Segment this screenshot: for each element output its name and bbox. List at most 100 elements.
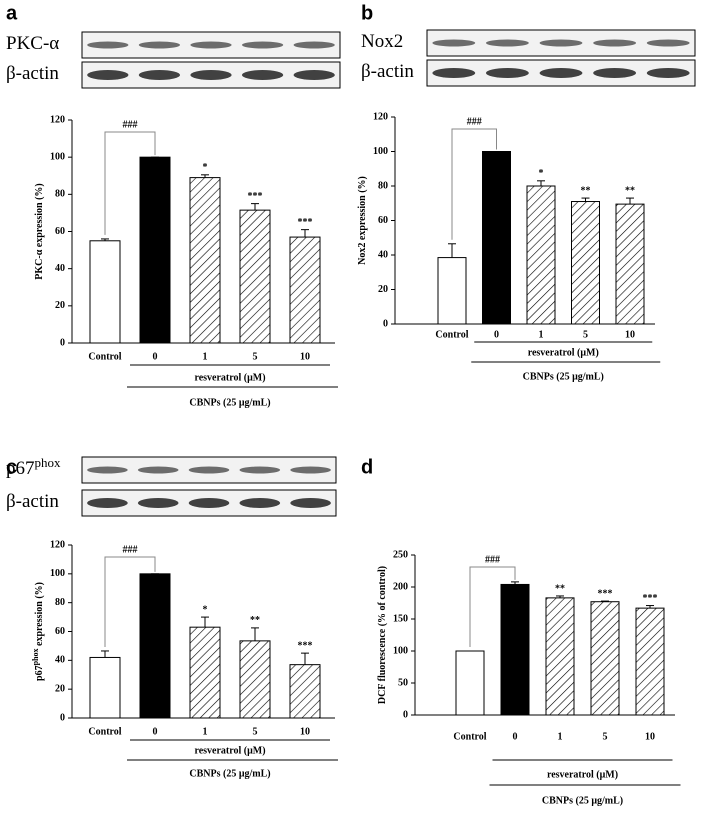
blot-label-text: PKC-α [6,33,59,54]
x-tick-label: 1 [558,731,563,742]
significance-label: *** [298,640,313,651]
y-axis-label: PKC-α expression (%) [34,183,45,280]
panel-letter: a [6,2,18,24]
y-tick-label: 100 [393,645,408,656]
y-tick-label: 120 [50,539,65,550]
bracket [451,128,497,240]
y-tick-label: 150 [393,613,408,624]
significance-label: * [539,168,544,179]
bracket-label: ### [123,544,138,555]
blot-band [485,39,529,47]
y-tick-label: 60 [55,626,65,637]
y-axis-label: p67phox expression (%) [31,582,45,681]
blot-label-text: β-actin [361,61,414,82]
bracket [469,566,516,647]
y-tick-label: 80 [378,180,388,191]
x-tick-label: 10 [625,329,635,340]
bracket [104,556,156,647]
blot-label: β-actin [6,63,59,84]
significance-label: ** [555,583,565,594]
y-tick-label: 0 [403,709,408,720]
y-axis-label: Nox2 expression (%) [357,176,368,265]
bracket-label: ### [467,116,482,127]
y-tick-label: 40 [55,263,65,274]
y-tick-label: 20 [55,300,65,311]
group-label: resveratrol (μM) [194,745,265,756]
panel-letter: c [6,456,17,478]
blot-band [290,498,331,508]
blot-label: β-actin [361,61,414,82]
bracket [104,131,156,235]
blot-band [293,70,335,80]
y-tick-label: 0 [383,318,388,329]
bar [571,201,600,325]
x-tick-label: 0 [153,726,158,737]
blot-band [137,466,179,474]
x-tick-label: 0 [153,351,158,362]
significance-label: * [203,604,208,615]
blot-band [241,70,284,80]
y-tick-label: 40 [378,249,388,260]
x-tick-label: 5 [253,726,258,737]
blot-label: p67phox [6,455,61,479]
bar [437,257,467,325]
blot-band [293,41,335,49]
x-tick-label: 10 [645,731,655,742]
blot-band [239,466,281,474]
y-axis-label-text: p67 [34,665,45,681]
blot-band [432,68,476,78]
blot-band [137,498,179,508]
bar [500,583,530,716]
y-tick-label: 50 [398,677,408,688]
x-tick-label: 1 [203,726,208,737]
blot-label: Nox2 [361,31,403,52]
blot-band [593,39,637,47]
bracket-label: ### [123,119,138,130]
y-tick-label: 250 [393,549,408,560]
y-tick-label: 100 [50,151,65,162]
bar [189,177,221,344]
blot-band [593,68,637,78]
x-tick-label: 0 [513,731,518,742]
bar [289,236,321,344]
y-tick-label: 120 [50,114,65,125]
y-tick-label: 200 [393,581,408,592]
bar [139,156,171,344]
bar [139,573,171,719]
blot-band [241,41,284,49]
group-label: CBNPs (25 μg/mL) [542,795,623,806]
significance-label: *** [643,593,658,604]
blot-band [646,39,690,47]
x-tick-label: Control [453,731,486,742]
blot-band [432,39,476,47]
bar [289,664,321,719]
blot-band [138,41,181,49]
group-label: resveratrol (μM) [547,769,618,780]
blot-label-text: Nox2 [361,31,403,52]
y-tick-label: 20 [378,284,388,295]
group-label: CBNPs (25 μg/mL) [189,768,270,779]
significance-label: ** [581,185,591,196]
significance-label: *** [248,191,263,202]
significance-label: ** [250,615,260,626]
y-axis-label: DCF fluorescence (% of control) [377,566,388,704]
bracket-label: ### [485,554,500,565]
y-tick-label: 100 [50,568,65,579]
bar [526,185,556,325]
blot-band [188,498,230,508]
y-axis-label-text: DCF fluorescence (% of control) [377,566,388,704]
blot-label-text: β-actin [6,491,59,512]
x-tick-label: Control [435,329,468,340]
significance-label: *** [298,217,313,228]
blot-label: PKC-α [6,33,59,54]
x-tick-label: 5 [253,351,258,362]
y-tick-label: 120 [373,111,388,122]
blot-band [290,466,331,474]
bar [239,640,271,719]
y-tick-label: 100 [373,146,388,157]
y-tick-label: 80 [55,189,65,200]
